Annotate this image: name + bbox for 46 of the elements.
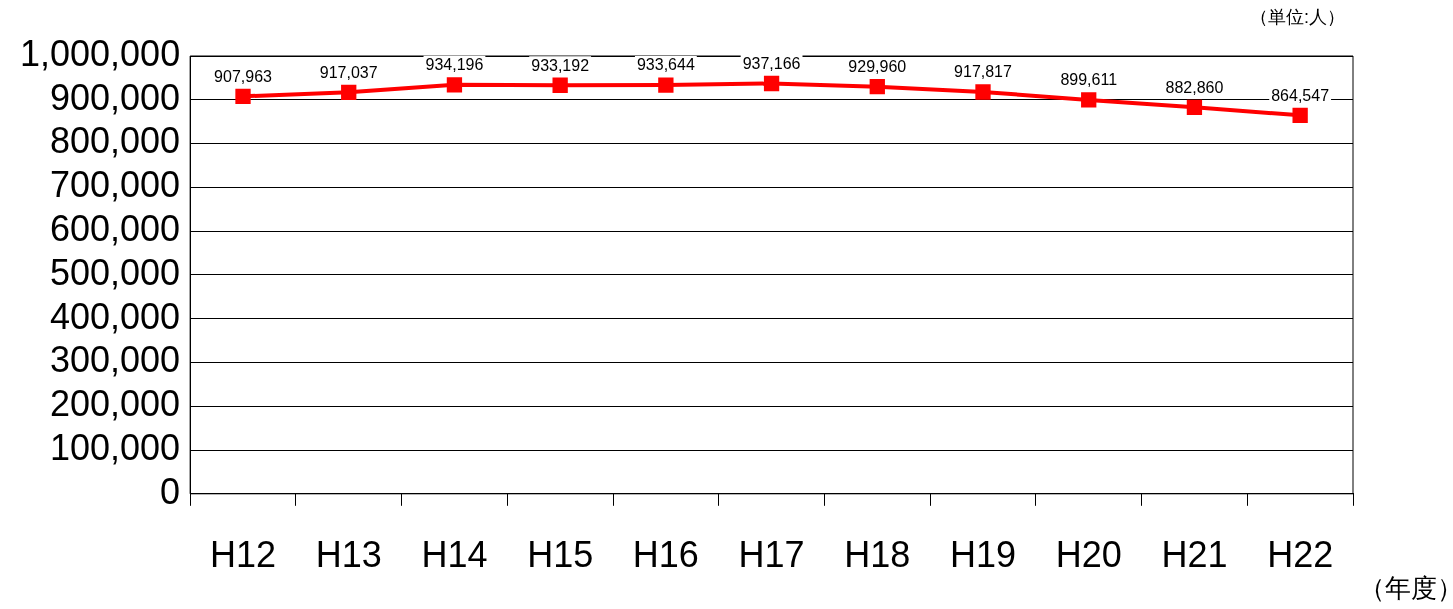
data-label: 899,611 (1060, 71, 1118, 89)
point (235, 88, 251, 104)
point (658, 77, 674, 93)
y-tick-label: 300,000 (50, 339, 181, 381)
x-tick-label: H15 (527, 534, 594, 576)
point (869, 79, 885, 95)
x-tick-label: H21 (1161, 534, 1228, 576)
x-tick-label: H20 (1055, 534, 1122, 576)
point (763, 75, 780, 92)
data-label: 864,547 (1271, 86, 1330, 104)
data-label: 929,960 (848, 58, 907, 76)
y-tick-label: 400,000 (50, 295, 181, 337)
y-tick-label: 800,000 (50, 120, 181, 162)
y-axis-title: （単位:人） (1249, 6, 1345, 27)
data-label: 933,644 (636, 56, 695, 74)
data-label: 933,192 (531, 56, 590, 74)
x-tick-label: H18 (844, 534, 911, 576)
point (975, 84, 991, 100)
y-tick-label: 100,000 (50, 426, 181, 468)
x-tick-label: H12 (209, 534, 277, 576)
data-label: 917,037 (319, 63, 378, 81)
y-tick-label: 900,000 (50, 76, 181, 118)
point (1081, 92, 1097, 108)
y-tick-label: 0 (160, 470, 181, 512)
y-tick-label: 600,000 (50, 208, 181, 250)
data-label: 882,860 (1165, 78, 1224, 96)
y-tick-label: 1,000,000 (20, 32, 181, 74)
data-label: 937,166 (742, 54, 801, 72)
data-label: 917,817 (954, 63, 1013, 81)
x-tick-label: H13 (315, 534, 382, 576)
x-tick-label: H17 (738, 534, 805, 576)
data-label: 934,196 (425, 56, 484, 74)
y-tick-label: 700,000 (50, 164, 181, 206)
x-tick-label: H22 (1267, 534, 1334, 576)
x-tick-label: H16 (632, 534, 699, 576)
y-tick-label: 200,000 (50, 383, 181, 425)
point (1186, 99, 1203, 115)
point (341, 84, 357, 100)
x-tick-label: H19 (949, 534, 1017, 576)
x-axis-title: （年度） (1359, 573, 1453, 604)
point (552, 77, 568, 93)
point (446, 77, 463, 93)
data-label: 907,963 (214, 67, 273, 85)
point (1292, 107, 1308, 123)
y-tick-label: 500,000 (50, 251, 181, 293)
x-tick-label: H14 (421, 534, 488, 576)
